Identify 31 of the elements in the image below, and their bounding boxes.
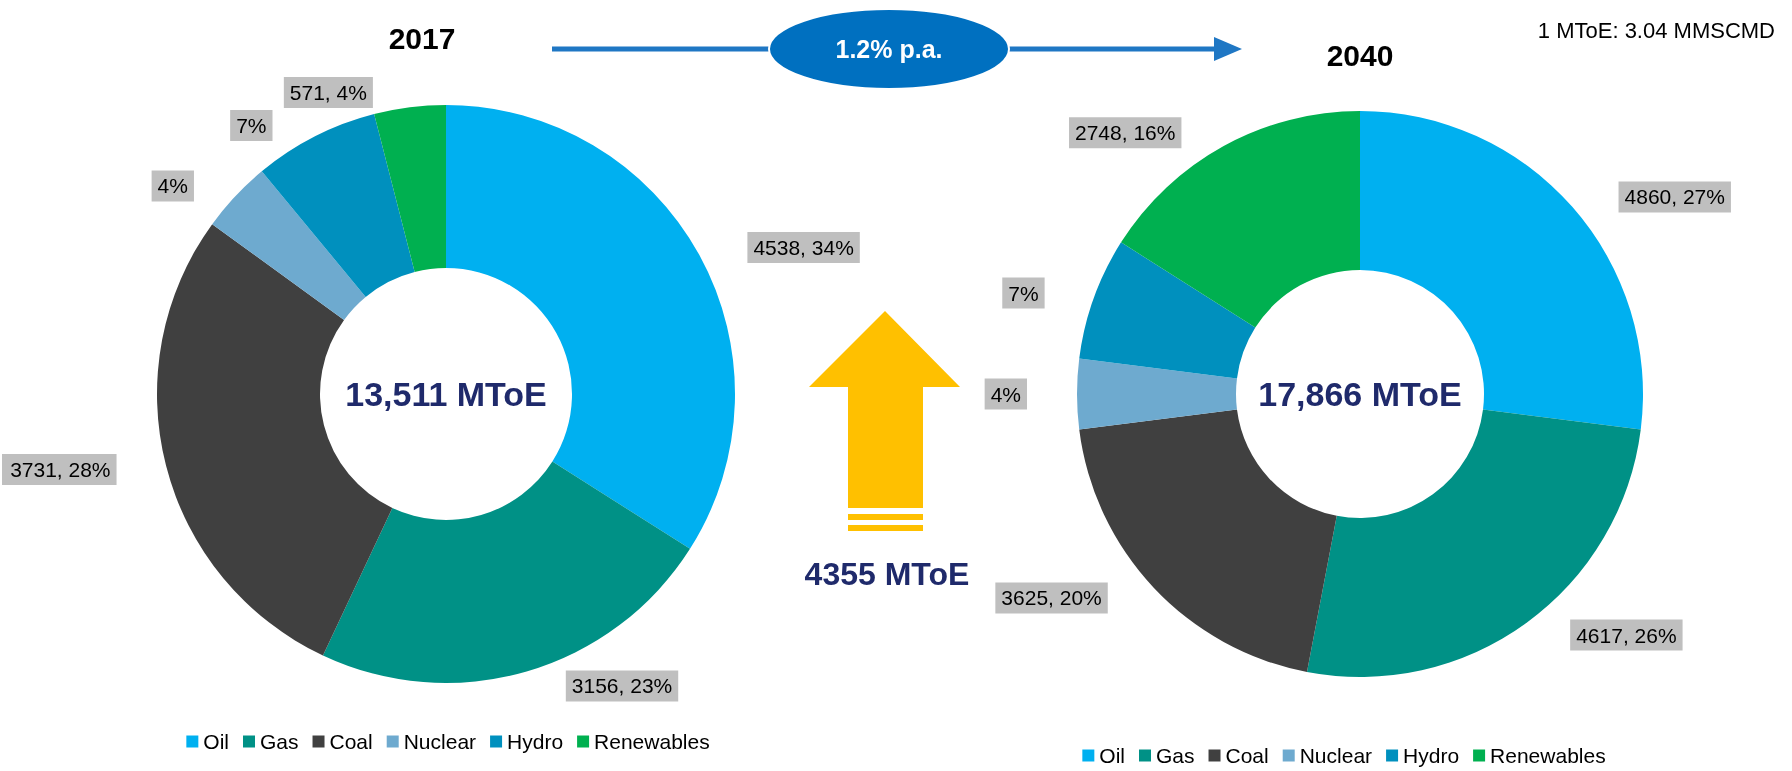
data-label: 571, 4% bbox=[289, 80, 367, 104]
text: 17,866 MToE bbox=[1258, 375, 1462, 413]
legend-label: Renewables bbox=[1490, 744, 1606, 767]
data-label: 4617, 26% bbox=[1576, 623, 1677, 647]
data-label: 2748, 16% bbox=[1075, 121, 1176, 145]
data-label: 3731, 28% bbox=[10, 458, 111, 482]
legend-label: Renewables bbox=[594, 730, 710, 753]
data-label: 4% bbox=[990, 382, 1021, 406]
text: 1.2% p.a. bbox=[835, 35, 943, 63]
legend-label: Coal bbox=[329, 730, 373, 753]
legend-label: Coal bbox=[1225, 744, 1269, 767]
data-label: 3625, 20% bbox=[1001, 586, 1102, 610]
text: 13,511 MToE bbox=[345, 375, 547, 413]
legend-label: Hydro bbox=[1403, 744, 1460, 767]
chart-title: 2017 bbox=[388, 21, 456, 55]
data-label: 7% bbox=[1008, 281, 1039, 305]
legend-label: Oil bbox=[203, 730, 230, 753]
data-label: 4% bbox=[157, 174, 188, 198]
legend-label: Nuclear bbox=[403, 730, 477, 753]
legend-label: Nuclear bbox=[1299, 744, 1373, 767]
legend-label: Gas bbox=[260, 730, 299, 753]
data-label: 7% bbox=[236, 113, 267, 137]
text: 1 MToE: 3.04 MMSCMD bbox=[1537, 17, 1775, 43]
data-label: 4538, 34% bbox=[753, 236, 854, 260]
text: 4355 MToE bbox=[804, 556, 970, 592]
data-label: 4860, 27% bbox=[1624, 185, 1725, 209]
legend-label: Gas bbox=[1156, 744, 1195, 767]
data-label: 3156, 23% bbox=[571, 674, 673, 698]
legend-label: Hydro bbox=[507, 730, 564, 753]
legend-label: Oil bbox=[1099, 744, 1126, 767]
chart-title: 2040 bbox=[1326, 38, 1394, 72]
